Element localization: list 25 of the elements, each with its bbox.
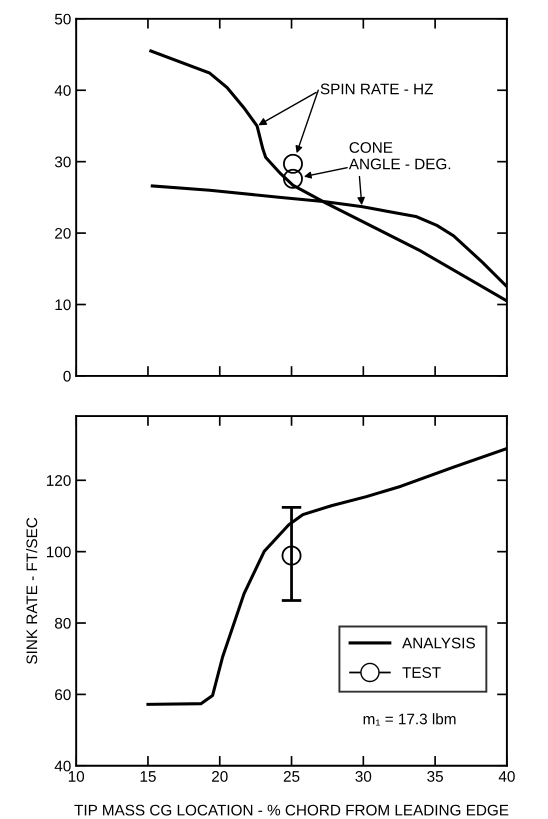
y-tick-label: 80 <box>54 618 71 629</box>
x-tick-label: 10 <box>68 771 84 782</box>
x-tick-label: 20 <box>212 771 228 782</box>
y-tick-label: 40 <box>54 760 71 772</box>
y-axis-title: SINK RATE - FT/SEC <box>26 518 38 664</box>
x-tick-label: 15 <box>140 771 156 782</box>
x-axis-title: TIP MASS CG LOCATION - % CHORD FROM LEADING EDGE <box>74 804 508 816</box>
x-tick-label: 30 <box>355 771 372 782</box>
annotation: SPIN RATE - HZ <box>320 84 433 94</box>
y-tick-label: 10 <box>55 299 71 310</box>
annotation: m₁ = 17.3 lbm <box>364 713 456 726</box>
legend-label: TEST <box>402 667 441 678</box>
y-tick-label: 30 <box>54 156 71 168</box>
y-tick-label: 0 <box>63 370 71 382</box>
y-tick-label: 100 <box>46 546 71 558</box>
x-tick-label: 40 <box>498 771 515 782</box>
y-tick-label: 120 <box>46 475 71 486</box>
y-tick-label: 60 <box>55 689 71 700</box>
y-tick-label: 40 <box>54 85 71 96</box>
x-tick-label: 35 <box>427 771 443 782</box>
y-tick-label: 20 <box>55 228 71 239</box>
legend-label: ANALYSIS <box>402 638 475 648</box>
x-tick-label: 25 <box>284 771 300 782</box>
annotation: CONE ANGLE - DEG. <box>348 142 450 170</box>
y-tick-label: 50 <box>54 14 71 25</box>
